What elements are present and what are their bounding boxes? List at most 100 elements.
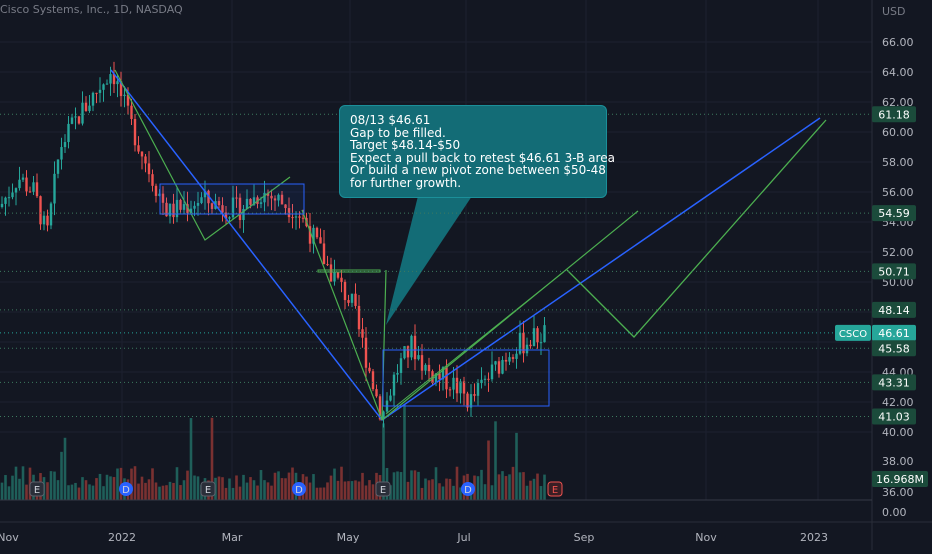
annotation-line: Expect a pull back to retest $46.61 3-B … (350, 150, 615, 165)
candle-body (119, 81, 123, 97)
volume-bar (497, 474, 501, 500)
candle-body (165, 202, 168, 217)
y-tick-label: 40.00 (882, 426, 914, 439)
candle-body (301, 217, 305, 219)
candle-body (266, 192, 270, 196)
candle-body (28, 191, 32, 193)
candle-body (445, 367, 448, 390)
volume-bar (396, 471, 399, 500)
candle-body (347, 300, 350, 303)
volume-bar (417, 471, 420, 500)
candle-body (494, 361, 497, 365)
volume-tick-label: 0.00 (882, 506, 907, 519)
price-axis-label-text: 43.31 (878, 376, 910, 389)
volume-bar (74, 482, 77, 500)
volume-bar (364, 485, 368, 500)
candle-body (144, 156, 147, 164)
consolidation-box (159, 183, 305, 215)
volume-bar (420, 487, 424, 500)
volume-bar (438, 483, 441, 500)
volume-bar (270, 485, 273, 500)
volume-bar (144, 482, 147, 500)
green-projection-line (381, 210, 639, 421)
volume-bar (490, 485, 494, 500)
candle-body (490, 364, 494, 380)
volume-bar (210, 417, 214, 500)
candle-body (252, 197, 256, 205)
dividend-marker[interactable] (461, 482, 475, 496)
candle-body (140, 151, 144, 157)
candle-body (368, 367, 371, 372)
candle-body (238, 197, 242, 221)
volume-bar (168, 481, 172, 500)
candle-body (210, 203, 214, 209)
candle-body (91, 92, 95, 106)
volume-bar (116, 468, 119, 500)
volume-bar (158, 486, 161, 500)
volume-bar (455, 466, 459, 500)
annotation-line: Target $48.14-$50 (350, 138, 461, 152)
candle-body (497, 361, 501, 374)
candle-body (193, 205, 196, 209)
candle-body (357, 305, 361, 330)
volume-bar (441, 486, 445, 500)
price-axis-label-text: 41.03 (878, 411, 910, 424)
earnings-marker[interactable] (375, 481, 391, 497)
volume-bar (4, 475, 7, 500)
x-tick-label: 2022 (108, 531, 136, 544)
volume-bar (529, 480, 532, 500)
volume-bar (347, 481, 350, 500)
candle-body (60, 147, 63, 160)
volume-bar (329, 475, 333, 500)
dividend-marker[interactable] (292, 482, 306, 496)
price-axis-label-text: 50.71 (878, 265, 910, 278)
volume-bar (322, 487, 326, 500)
consolidation-box (382, 349, 550, 407)
candle-body (32, 182, 35, 192)
candle-body (361, 329, 364, 338)
y-tick-label: 64.00 (882, 66, 914, 79)
volume-bar (63, 437, 67, 500)
candle-body (333, 272, 336, 282)
candle-body (504, 359, 508, 362)
earnings-marker[interactable] (547, 481, 563, 497)
volume-bar (480, 469, 483, 500)
candle-body (46, 215, 49, 226)
candle-body (235, 197, 238, 199)
volume-bar (161, 485, 165, 500)
candle-body (49, 203, 53, 226)
event-marker-label: D (295, 485, 303, 496)
candle-body (420, 355, 424, 371)
candle-body (186, 204, 189, 213)
volume-bar (238, 486, 242, 500)
candle-body (4, 197, 7, 204)
candle-body (273, 198, 277, 201)
annotation-line: Or build a new pivot zone between $50-48 (350, 163, 606, 177)
volume-bar (109, 476, 112, 500)
volume-bar (224, 487, 228, 500)
earnings-marker[interactable] (200, 481, 216, 497)
candle-body (63, 142, 67, 148)
volume-bar (357, 481, 361, 500)
candle-body (469, 394, 473, 408)
dividend-marker[interactable] (119, 482, 133, 496)
volume-bar (406, 481, 410, 500)
volume-axis-label (872, 471, 928, 487)
candle-body (147, 163, 151, 175)
candle-body (224, 212, 228, 219)
volume-tick-label: 36.00 (882, 486, 914, 499)
earnings-marker[interactable] (29, 481, 45, 497)
candle-body (518, 332, 522, 354)
annotation-callout[interactable]: 08/13 $46.61 Gap to be filled. Target $4… (339, 105, 615, 198)
candle-body (39, 196, 42, 225)
candle-body (438, 373, 441, 380)
volume-bar (49, 471, 53, 500)
candle-body (371, 371, 375, 390)
volume-bar (53, 471, 56, 500)
candle-body (452, 377, 455, 390)
candle-body (242, 208, 245, 221)
x-tick-label: Nov (0, 531, 19, 544)
volume-bar (511, 466, 515, 500)
volume-bar (434, 467, 438, 500)
